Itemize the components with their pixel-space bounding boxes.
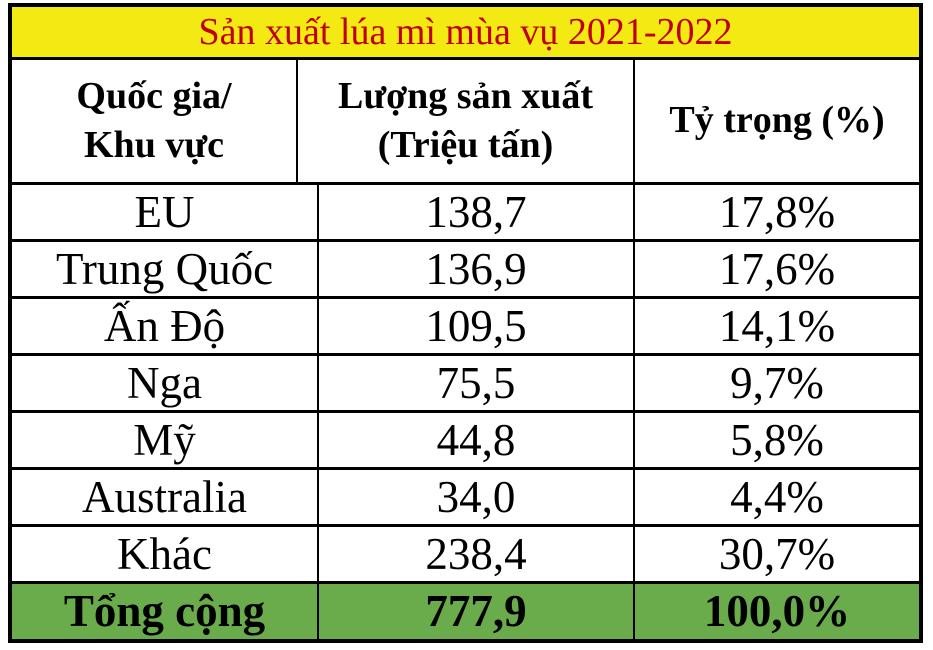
total-production-cell: 777,9	[319, 584, 635, 639]
country-cell: Nga	[12, 356, 319, 410]
production-cell: 109,5	[319, 299, 635, 353]
table-row-an-do: Ấn Độ 109,5 14,1%	[12, 296, 919, 353]
header-cell-country: Quốc gia/ Khu vực	[12, 60, 298, 182]
header-cell-share: Tỷ trọng (%)	[635, 60, 919, 182]
country-cell: Khác	[12, 527, 319, 581]
country-cell: Mỹ	[12, 413, 319, 467]
production-cell: 44,8	[319, 413, 635, 467]
production-cell: 75,5	[319, 356, 635, 410]
header-production-line2: (Triệu tấn)	[377, 124, 554, 166]
table-row-trung-quoc: Trung Quốc 136,9 17,6%	[12, 239, 919, 296]
header-production-line1: Lượng sản xuất	[337, 74, 594, 117]
country-cell: EU	[12, 185, 319, 239]
header-cell-production: Lượng sản xuất (Triệu tấn)	[298, 60, 635, 182]
production-cell: 238,4	[319, 527, 635, 581]
table-header-row: Quốc gia/ Khu vực Lượng sản xuất (Triệu …	[12, 57, 919, 182]
header-share-label: Tỷ trọng (%)	[669, 99, 885, 142]
production-cell: 34,0	[319, 470, 635, 524]
table-row-khac: Khác 238,4 30,7%	[12, 524, 919, 581]
table-title: Sản xuất lúa mì mùa vụ 2021-2022	[12, 7, 919, 57]
share-cell: 30,7%	[718, 528, 836, 579]
share-cell: 14,1%	[718, 300, 836, 351]
total-share-cell: 100,0%	[703, 586, 851, 636]
share-cell: 4,4%	[730, 471, 824, 522]
country-cell: Australia	[12, 470, 319, 524]
header-country-line2: Khu vực	[84, 124, 224, 166]
share-cell: 9,7%	[730, 357, 824, 408]
table-row-australia: Australia 34,0 4,4%	[12, 467, 919, 524]
share-cell: 17,8%	[718, 186, 836, 237]
table-total-row: Tổng cộng 777,9 100,0%	[12, 581, 919, 639]
country-cell: Trung Quốc	[12, 242, 319, 296]
table-row-nga: Nga 75,5 9,7%	[12, 353, 919, 410]
table-row-eu: EU 138,7 17,8%	[12, 182, 919, 239]
country-cell: Ấn Độ	[12, 299, 319, 353]
header-country-line1: Quốc gia/	[76, 74, 232, 117]
share-cell: 5,8%	[730, 414, 824, 465]
production-cell: 136,9	[319, 242, 635, 296]
table-row-my: Mỹ 44,8 5,8%	[12, 410, 919, 467]
wheat-production-table: Sản xuất lúa mì mùa vụ 2021-2022 Quốc gi…	[8, 3, 923, 643]
total-label-cell: Tổng cộng	[12, 584, 319, 639]
production-cell: 138,7	[319, 185, 635, 239]
share-cell: 17,6%	[718, 243, 836, 294]
